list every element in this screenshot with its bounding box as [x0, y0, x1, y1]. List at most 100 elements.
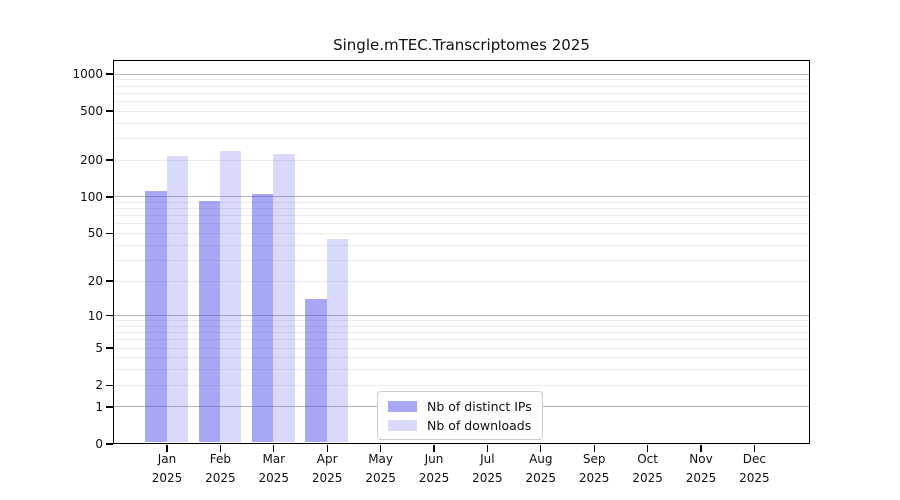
x-tick-label: Apr 2025 [299, 450, 355, 488]
x-tick-month: Jan [157, 452, 177, 466]
gridline-minor [114, 215, 809, 217]
bar-distinct-ips-apr [305, 298, 327, 443]
y-tick-label: 50 [87, 226, 103, 241]
y-tick-label: 20 [87, 273, 103, 288]
gridline-minor [114, 357, 809, 359]
x-tick-year: 2025 [311, 471, 343, 485]
y-tick-label: 100 [80, 189, 103, 204]
gridline-minor [114, 347, 809, 349]
y-tick-label: 5 [95, 341, 103, 356]
x-tick-month: May [368, 452, 393, 466]
x-tick-mark [700, 444, 702, 452]
y-tick-mark [106, 73, 113, 75]
x-tick-year: 2025 [578, 471, 610, 485]
x-tick-label: Feb 2025 [192, 450, 248, 488]
y-tick-mark [106, 110, 113, 112]
y-tick-mark [106, 314, 113, 317]
gridline-minor [114, 384, 809, 386]
gridline-minor [114, 110, 809, 112]
y-tick-label: 500 [80, 104, 103, 119]
gridline-minor [114, 122, 809, 124]
y-tick-label: 0 [95, 437, 103, 451]
bar-distinct-ips-mar [252, 194, 274, 443]
legend: Nb of distinct IPs Nb of downloads [377, 391, 543, 440]
legend-label-distinct-ips: Nb of distinct IPs [427, 398, 532, 414]
x-tick-mark [753, 444, 756, 452]
gridline-minor [114, 320, 809, 322]
y-tick-label: 10 [87, 308, 103, 323]
y-tick-label: 2 [95, 378, 103, 393]
x-tick-mark [379, 444, 382, 452]
bar-distinct-ips-feb [198, 201, 220, 443]
gridline-minor [114, 259, 809, 261]
x-tick-month: Sep [582, 452, 606, 466]
y-tick-mark [106, 159, 113, 161]
x-tick-month: Apr [316, 452, 338, 466]
x-tick-month: Nov [689, 452, 713, 466]
x-tick-mark [540, 444, 542, 452]
x-tick-month: Jun [424, 452, 444, 466]
x-tick-mark [219, 444, 222, 452]
x-tick-year: 2025 [739, 471, 770, 485]
gridline-minor [114, 280, 809, 282]
y-tick-label: 200 [80, 153, 103, 167]
gridline-minor [114, 208, 809, 210]
gridline-minor [114, 369, 809, 371]
y-tick-mark [106, 196, 113, 198]
y-tick-mark [106, 280, 113, 282]
x-tick-label: Aug 2025 [513, 450, 569, 488]
bar-downloads-feb [220, 150, 242, 443]
x-tick-year: 2025 [418, 471, 450, 485]
gridline-minor [114, 233, 809, 235]
gridline-minor [114, 85, 809, 87]
x-tick-label: Sep 2025 [566, 450, 622, 488]
x-tick-label: Jul 2025 [459, 450, 515, 488]
x-tick-month: Mar [262, 452, 286, 466]
bar-downloads-jan [166, 155, 188, 443]
gridline-minor [114, 223, 809, 225]
y-tick-mark [106, 406, 113, 408]
x-tick-mark [166, 444, 168, 452]
x-tick-year: 2025 [258, 471, 290, 485]
gridline-minor [114, 92, 809, 94]
x-tick-year: 2025 [365, 471, 396, 485]
x-tick-month: Aug [529, 452, 553, 466]
legend-swatch-downloads [388, 419, 417, 431]
legend-item-distinct-ips: Nb of distinct IPs [388, 398, 532, 414]
gridline-minor [114, 79, 809, 81]
gridline-minor [114, 100, 809, 102]
y-tick-mark [106, 443, 113, 445]
x-tick-label: Oct 2025 [620, 450, 676, 488]
x-tick-year: 2025 [205, 471, 236, 485]
gridline-minor [114, 244, 809, 246]
x-tick-month: Jul [480, 452, 495, 466]
x-tick-mark [646, 444, 649, 452]
gridline-major [114, 73, 809, 75]
x-tick-label: Dec 2025 [726, 450, 782, 488]
gridline-minor [114, 137, 809, 139]
x-tick-label: Jan 2025 [139, 450, 195, 488]
legend-label-downloads: Nb of downloads [427, 417, 532, 433]
legend-item-downloads: Nb of downloads [388, 417, 532, 433]
gridline-minor [114, 339, 809, 341]
gridline-minor [114, 202, 809, 204]
plot-area [113, 60, 810, 444]
y-tick-mark [106, 384, 113, 386]
x-tick-year: 2025 [632, 471, 663, 485]
y-tick-label: 1 [95, 399, 103, 414]
x-tick-month: Dec [742, 452, 766, 466]
gridline-minor [114, 325, 809, 327]
legend-swatch-distinct-ips [388, 400, 417, 412]
x-tick-year: 2025 [151, 471, 183, 485]
y-tick-mark [106, 232, 113, 235]
x-tick-label: Mar 2025 [246, 450, 302, 488]
x-tick-label: Nov 2025 [673, 450, 729, 488]
y-tick-label: 1000 [72, 67, 103, 82]
x-tick-year: 2025 [525, 471, 557, 485]
x-tick-mark [593, 444, 595, 452]
x-tick-month: Feb [209, 452, 232, 466]
gridline-minor [114, 159, 809, 161]
x-tick-label: May 2025 [353, 450, 409, 488]
bar-distinct-ips-jan [145, 191, 167, 443]
